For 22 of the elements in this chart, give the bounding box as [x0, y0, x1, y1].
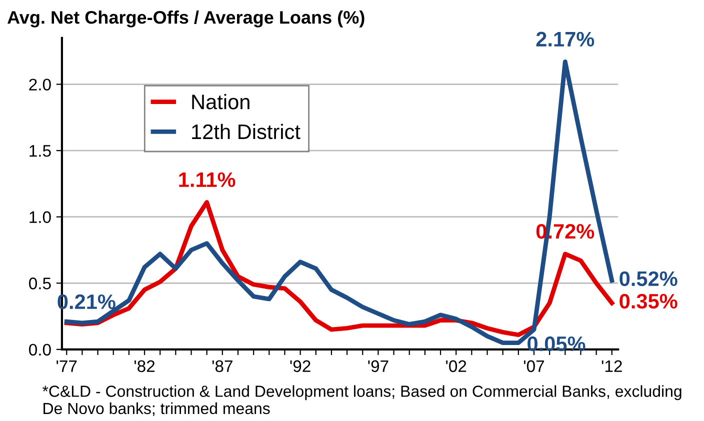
- y-tick-label: 2.0: [29, 78, 51, 90]
- data-label: 0.35%: [620, 294, 678, 309]
- x-tick-label: '92: [290, 360, 310, 372]
- x-tick-label: '12: [602, 360, 622, 372]
- x-tick-label: '07: [524, 360, 544, 372]
- y-tick-label: 1.5: [30, 145, 51, 157]
- data-label: 1.11%: [179, 172, 236, 188]
- text: *C&LD - Construction & Land Development loans; Based on Commercial Banks, excluding De Novo banks; trimmed means: [42, 385, 682, 416]
- x-tick-label: '77: [56, 360, 77, 372]
- data-label: 0.52%: [620, 271, 678, 286]
- data-label: 2.17%: [536, 32, 594, 46]
- x-tick-label: '02: [446, 360, 466, 372]
- legend-label: 12th District: [192, 124, 300, 140]
- y-tick-label: 0.0: [29, 344, 51, 356]
- chart-title: Avg. Net Charge-Offs / Average Loans (%): [7, 10, 364, 28]
- x-tick-label: '97: [368, 360, 388, 372]
- x-tick-label: '82: [134, 360, 155, 372]
- x-tick-label: '87: [212, 360, 232, 372]
- y-tick-label: 0.5: [29, 278, 51, 290]
- y-tick-label: 1.0: [30, 211, 51, 224]
- legend-label: Nation: [192, 94, 250, 110]
- data-label: 0.05%: [528, 336, 586, 352]
